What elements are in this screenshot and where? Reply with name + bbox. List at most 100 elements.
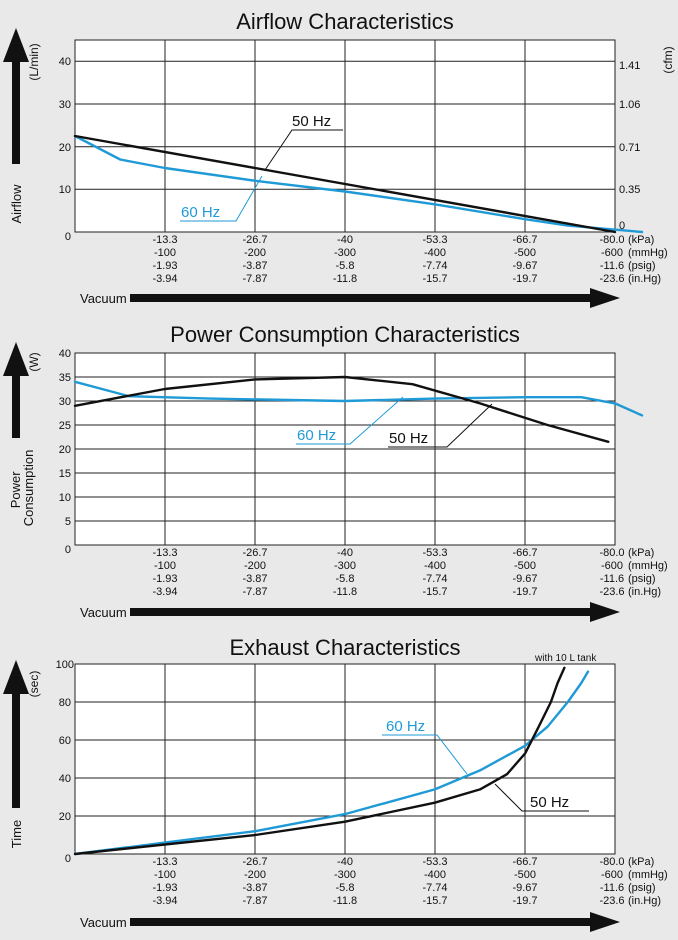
x-tick-label: -500 xyxy=(514,869,536,881)
y-tick-labels: 0 5 10 15 20 25 30 35 40 xyxy=(59,348,71,556)
annotations: 50 Hz 60 Hz xyxy=(180,113,343,222)
annotation-60hz-leader xyxy=(296,396,404,445)
x-tick-label: -11.6 xyxy=(600,573,624,585)
y-tick-label: 60 xyxy=(59,735,71,747)
annotation-50hz-leader xyxy=(494,783,589,812)
x-tick-label: -66.7 xyxy=(512,547,537,559)
y-tick-label: 20 xyxy=(59,444,71,456)
x-tick-label: -15.7 xyxy=(422,895,447,907)
x-tick-label: -11.6 xyxy=(600,260,624,272)
series-lines xyxy=(73,666,590,856)
y-tick-label: 100 xyxy=(56,659,74,671)
y2-tick-label: 0.71 xyxy=(619,142,640,154)
x-tick-label: -3.87 xyxy=(242,260,267,272)
y-tick-label: 25 xyxy=(59,420,71,432)
x-tick-label: -100 xyxy=(154,869,176,881)
y-tick-label: 40 xyxy=(59,773,71,785)
x-tick-label: -500 xyxy=(514,560,536,572)
x-tick-label: -100 xyxy=(154,247,176,259)
y2-tick-label: 1.41 xyxy=(619,60,640,72)
x-tick-label: -3.87 xyxy=(242,573,267,585)
y-tick-labels: 0 20 40 60 80 100 xyxy=(56,659,74,865)
x-tick-label: -200 xyxy=(244,247,266,259)
x-tick-label: -7.87 xyxy=(242,586,267,598)
x-tick-label: -19.7 xyxy=(512,273,537,285)
y-axis-label: Airflow xyxy=(9,184,24,224)
x-tick-label: -9.67 xyxy=(512,573,537,585)
y2-tick-label: 1.06 xyxy=(619,99,640,111)
x-tick-label: -19.7 xyxy=(512,895,537,907)
y-axis-arrow xyxy=(3,342,29,438)
x-tick-label: -23.6 xyxy=(599,273,624,285)
vacuum-arrow: Vacuum xyxy=(80,912,620,932)
series-line-50hz xyxy=(73,134,617,234)
x-unit-label: (in.Hg) xyxy=(628,895,661,907)
x-tick-label: -300 xyxy=(334,247,356,259)
x-tick-label: -80.0 xyxy=(599,234,624,246)
power-chart: Power Consumption Characteristics 0 5 10… xyxy=(3,322,668,622)
y-tick-label: 0 xyxy=(65,544,71,556)
x-tick-label: -13.3 xyxy=(152,547,177,559)
x-unit-labels: (kPa) (mmHg) (psig) (in.Hg) xyxy=(628,547,668,598)
y-tick-label: 80 xyxy=(59,697,71,709)
x-tick-labels: -13.3 -26.7 -40 -53.3 -66.7 -80.0 -100 -… xyxy=(152,234,624,285)
annotation-60hz: 60 Hz xyxy=(386,718,425,735)
x-tick-label: -66.7 xyxy=(512,856,537,868)
x-tick-label: -9.67 xyxy=(512,260,537,272)
x-tick-label: -1.93 xyxy=(152,260,177,272)
x-unit-labels: (kPa) (mmHg) (psig) (in.Hg) xyxy=(628,856,668,907)
chart-title: Power Consumption Characteristics xyxy=(170,322,520,347)
x-tick-label: -11.8 xyxy=(333,586,357,598)
x-tick-label: -53.3 xyxy=(422,234,447,246)
x-tick-labels: -13.3 -26.7 -40 -53.3 -66.7 -80.0 -100 -… xyxy=(152,547,624,598)
y-axis-label: Time xyxy=(9,820,24,848)
x-tick-label: -3.94 xyxy=(152,586,177,598)
y-unit-label: (L/min) xyxy=(27,43,41,80)
x-tick-label: -400 xyxy=(424,869,446,881)
x-tick-label: -1.93 xyxy=(152,573,177,585)
annotation-50hz-leader xyxy=(388,403,493,448)
x-unit-label: (kPa) xyxy=(628,234,654,246)
gridlines xyxy=(75,40,615,232)
annotation-60hz-leader xyxy=(382,734,468,775)
x-tick-label: -5.8 xyxy=(336,260,355,272)
x-tick-label: -26.7 xyxy=(242,234,267,246)
x-tick-label: -53.3 xyxy=(422,547,447,559)
y-tick-label: 0 xyxy=(65,853,71,865)
y-tick-label: 5 xyxy=(65,516,71,528)
series-line-50hz xyxy=(73,375,610,443)
x-tick-label: -5.8 xyxy=(336,882,355,894)
y-tick-label: 15 xyxy=(59,468,71,480)
x-tick-label: -200 xyxy=(244,560,266,572)
y2-tick-label: 0 xyxy=(619,220,625,232)
series-lines xyxy=(73,134,644,234)
x-tick-label: -600 xyxy=(601,560,623,572)
y-tick-label: 30 xyxy=(59,99,71,111)
x-tick-label: -53.3 xyxy=(422,856,447,868)
x-unit-label: (psig) xyxy=(628,882,656,894)
x-tick-label: -26.7 xyxy=(242,856,267,868)
exhaust-chart: Exhaust Characteristics with 10 L tank 0… xyxy=(3,635,668,932)
annotations: 60 Hz 50 Hz xyxy=(382,718,589,812)
y-axis-arrow xyxy=(3,660,29,808)
series-line-50hz xyxy=(73,666,566,856)
x-tick-label: -5.8 xyxy=(336,573,355,585)
x-tick-label: -23.6 xyxy=(599,586,624,598)
chart-subtitle: with 10 L tank xyxy=(534,653,597,664)
x-tick-label: -40 xyxy=(337,856,353,868)
annotation-50hz: 50 Hz xyxy=(292,113,331,130)
x-tick-label: -40 xyxy=(337,234,353,246)
annotation-60hz: 60 Hz xyxy=(297,427,336,444)
y-tick-label: 20 xyxy=(59,811,71,823)
x-tick-label: -7.74 xyxy=(422,573,447,585)
y-unit-label: (W) xyxy=(27,352,41,371)
x-tick-label: -11.8 xyxy=(333,273,357,285)
x-tick-label: -80.0 xyxy=(599,547,624,559)
x-unit-labels: (kPa) (mmHg) (psig) (in.Hg) xyxy=(628,234,668,285)
x-tick-label: -7.74 xyxy=(422,260,447,272)
x-tick-label: -40 xyxy=(337,547,353,559)
annotations: 60 Hz 50 Hz xyxy=(296,396,493,448)
y-tick-label: 30 xyxy=(59,396,71,408)
x-tick-label: -11.8 xyxy=(333,895,357,907)
y-unit-label: (sec) xyxy=(27,671,41,698)
